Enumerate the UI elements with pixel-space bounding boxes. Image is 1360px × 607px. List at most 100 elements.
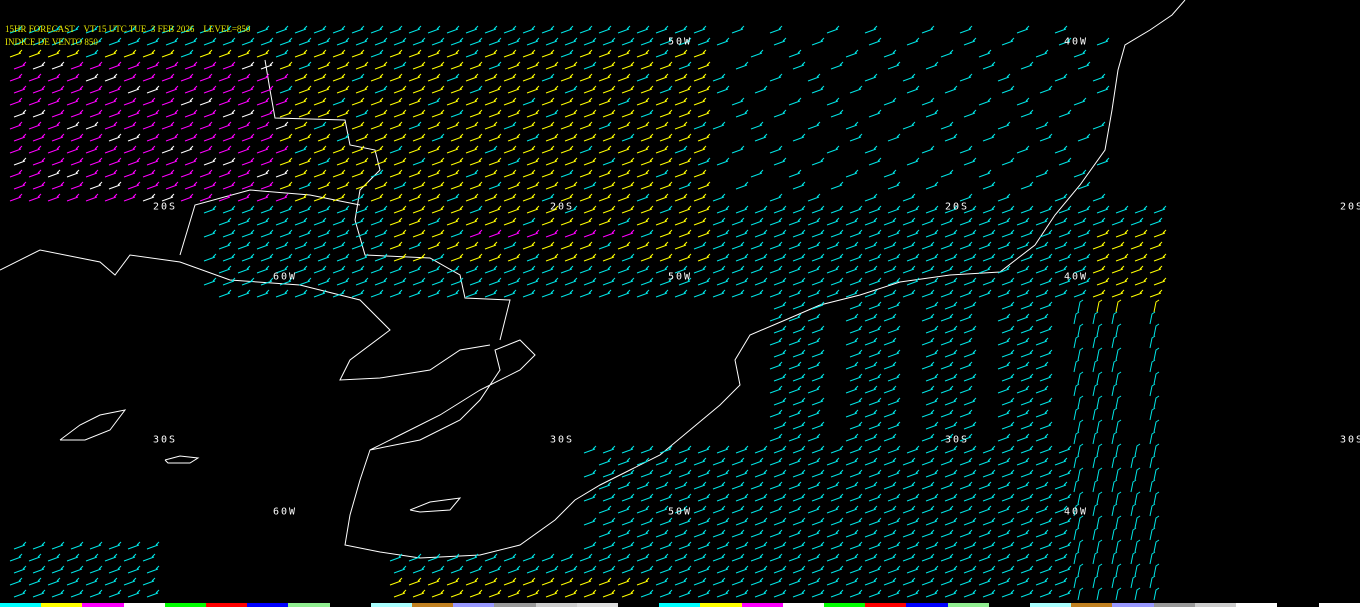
wind-barb — [997, 457, 1011, 466]
wind-barb — [868, 157, 882, 166]
wind-barb — [275, 241, 289, 250]
wind-barb — [237, 169, 251, 178]
wind-barb — [636, 73, 650, 82]
wind-barb — [1092, 193, 1106, 202]
wind-barb — [450, 85, 464, 94]
wind-barb — [13, 157, 27, 166]
wind-barb — [218, 169, 232, 178]
color-scale-swatch — [0, 603, 42, 607]
wind-barb — [655, 73, 669, 82]
wind-barb — [845, 577, 859, 586]
wind-barb — [237, 25, 251, 34]
wind-barb — [389, 145, 403, 154]
wind-barb — [697, 133, 711, 142]
color-scale-swatch — [494, 603, 536, 607]
wind-barb — [826, 265, 840, 274]
wind-barb — [830, 181, 844, 190]
wind-barb — [830, 517, 844, 526]
wind-barb — [693, 73, 707, 82]
wind-barb — [545, 277, 559, 286]
wind-barb — [731, 265, 745, 274]
wind-barb — [279, 85, 293, 94]
wind-barb — [564, 109, 578, 118]
wind-barb — [982, 181, 996, 190]
wind-barb — [1149, 289, 1163, 298]
wind-barb — [849, 517, 863, 526]
wind-barb — [237, 289, 251, 298]
color-scale-swatch — [659, 603, 701, 607]
wind-barb — [218, 49, 232, 58]
wind-barb — [1092, 265, 1106, 274]
wind-barb — [864, 409, 878, 418]
wind-barb — [1153, 587, 1160, 601]
wind-barb — [906, 445, 920, 454]
wind-barb — [1016, 217, 1030, 226]
wind-barb — [1153, 299, 1160, 313]
wind-barb — [849, 229, 863, 238]
wind-barb — [868, 373, 882, 382]
wind-barb — [906, 589, 920, 598]
wind-barb — [89, 133, 103, 142]
wind-barb — [826, 97, 840, 106]
wind-barb — [1039, 517, 1053, 526]
wind-barb — [693, 241, 707, 250]
wind-barb — [697, 61, 711, 70]
wind-barb — [754, 205, 768, 214]
wind-barb — [564, 205, 578, 214]
wind-barb — [560, 193, 574, 202]
wind-barb — [883, 577, 897, 586]
wind-barb — [678, 229, 692, 238]
wind-barb — [9, 121, 23, 130]
wind-barb — [355, 277, 369, 286]
wind-barb — [1073, 217, 1087, 226]
wind-barb — [1077, 133, 1091, 142]
wind-barb — [89, 181, 103, 190]
wind-barb — [963, 565, 977, 574]
wind-barb — [959, 433, 973, 442]
wind-barb — [484, 97, 498, 106]
wind-barb — [982, 229, 996, 238]
wind-barb — [1001, 493, 1015, 502]
wind-barb — [47, 145, 61, 154]
wind-barb — [541, 169, 555, 178]
wind-barb — [256, 145, 270, 154]
wind-barb — [123, 145, 137, 154]
wind-barb — [446, 145, 460, 154]
wind-barb — [1153, 277, 1167, 286]
border-line — [0, 249, 491, 381]
wind-barb — [66, 169, 80, 178]
wind-barb — [864, 529, 878, 538]
wind-barb — [830, 493, 844, 502]
wind-barb — [583, 133, 597, 142]
wind-barb — [621, 133, 635, 142]
wind-barb — [963, 277, 977, 286]
wind-barb — [526, 85, 540, 94]
wind-barb — [769, 385, 783, 394]
wind-barb — [678, 205, 692, 214]
wind-barb — [13, 565, 27, 574]
wind-barb — [697, 109, 711, 118]
wind-barb — [944, 133, 958, 142]
wind-barb — [332, 121, 346, 130]
wind-barb — [465, 145, 479, 154]
wind-barb — [697, 469, 711, 478]
wind-barb — [1020, 373, 1034, 382]
wind-barb — [165, 109, 179, 118]
color-scale-swatch — [329, 603, 371, 607]
wind-barb — [199, 145, 213, 154]
wind-barb — [1016, 25, 1030, 34]
wind-barb — [598, 145, 612, 154]
wind-barb — [792, 565, 806, 574]
wind-barb — [127, 61, 141, 70]
wind-barb — [104, 49, 118, 58]
wind-barb — [636, 577, 650, 586]
wind-barb — [1058, 541, 1072, 550]
wind-barb — [564, 589, 578, 598]
wind-barb — [1016, 457, 1030, 466]
wind-barb — [260, 133, 274, 142]
wind-barb — [237, 97, 251, 106]
wind-barb — [997, 409, 1011, 418]
wind-barb — [298, 109, 312, 118]
wind-barb — [769, 433, 783, 442]
wind-barb — [906, 85, 920, 94]
